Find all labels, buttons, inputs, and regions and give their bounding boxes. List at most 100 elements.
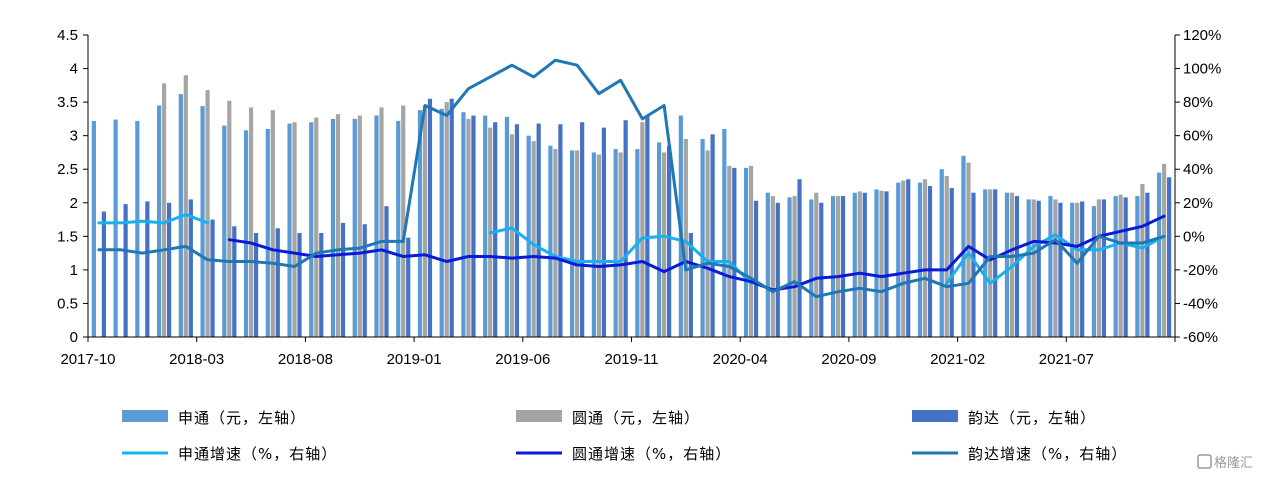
bar-s3-2018-07 <box>297 232 302 337</box>
x-tick-label: 2019-11 <box>605 351 659 368</box>
bar-s2-2018-09 <box>335 114 341 337</box>
bar-s2-2020-05 <box>770 196 775 337</box>
bar-s3-2020-11 <box>906 179 911 337</box>
line-s1-segment-3 <box>945 233 1166 285</box>
bar-s1-2019-12 <box>657 142 662 337</box>
legend-label-2: 圆通（元，左轴） <box>572 409 700 427</box>
bar-s3-2019-01 <box>427 98 433 337</box>
bar-s1-2018-07 <box>287 123 292 337</box>
bar-s3-2018-04 <box>232 226 237 337</box>
bar-s2-2021-10 <box>1140 183 1145 337</box>
bar-s2-2018-10 <box>357 115 362 337</box>
right-tick-label: 0% <box>1183 228 1205 245</box>
bar-s1-2021-09 <box>1113 196 1118 337</box>
left-tick-label: 0.5 <box>57 295 78 312</box>
bar-s3-2017-12 <box>145 201 150 337</box>
bar-s2-2019-03 <box>466 118 471 337</box>
bar-s3-2019-04 <box>493 122 498 338</box>
bar-s2-2018-12 <box>401 105 406 337</box>
bar-s2-2020-12 <box>922 179 928 337</box>
bar-s3-2020-02 <box>710 134 715 337</box>
left-tick-label: 4.5 <box>57 27 78 44</box>
bar-s3-2021-05 <box>1036 200 1041 337</box>
bar-s2-2019-09 <box>596 154 601 337</box>
bar-s3-2021-03 <box>993 189 998 337</box>
bar-s3-2018-05 <box>253 232 259 337</box>
bar-s2-2021-01 <box>944 175 949 337</box>
line-s3-segment-1 <box>97 58 1166 299</box>
bar-s1-2020-03 <box>722 128 727 337</box>
bar-s2-2021-09 <box>1118 194 1123 337</box>
bar-s3-2021-09 <box>1123 197 1128 337</box>
bar-s2-2020-11 <box>901 180 906 337</box>
bar-s3-2019-09 <box>601 127 606 337</box>
bar-s1-2019-03 <box>461 112 466 338</box>
bar-s3-2021-06 <box>1058 202 1063 337</box>
bar-s1-2021-11 <box>1157 172 1162 337</box>
line-s1-segment-2 <box>488 226 753 285</box>
bar-s1-2020-07 <box>809 199 814 337</box>
bar-s3-2018-03 <box>210 219 215 337</box>
bar-s2-2020-06 <box>792 196 797 337</box>
bar-s1-2021-05 <box>1026 199 1031 337</box>
bar-s2-2019-01 <box>422 105 428 337</box>
x-tick-label: 2021-07 <box>1039 351 1094 368</box>
bar-s1-2018-10 <box>352 118 357 337</box>
bar-s1-2020-02 <box>700 139 705 337</box>
bar-s1-2020-11 <box>896 182 901 337</box>
bar-s2-2018-11 <box>379 107 384 337</box>
right-tick-label: -20% <box>1183 262 1218 279</box>
bar-s3-2019-03 <box>471 115 476 337</box>
bar-s3-2020-08 <box>840 196 846 337</box>
bar-s1-2019-08 <box>570 150 575 337</box>
bar-s2-2018-04 <box>227 100 232 338</box>
bar-s2-2019-11 <box>640 122 645 338</box>
gelonghui-logo-icon <box>1197 454 1212 469</box>
left-tick-label: 1 <box>70 262 78 279</box>
lines-layer <box>97 58 1166 299</box>
x-tick-label: 2021-02 <box>930 351 985 368</box>
bar-s3-2018-12 <box>406 237 411 337</box>
legend-label-3: 韵达（元，左轴） <box>968 409 1096 427</box>
bar-s2-2019-10 <box>618 152 623 337</box>
bar-s1-2018-08 <box>309 122 314 338</box>
bar-s1-2019-04 <box>483 115 488 337</box>
bar-s1-2019-01 <box>417 110 423 337</box>
bar-s3-2020-04 <box>753 200 759 337</box>
bar-s1-2019-06 <box>526 135 531 337</box>
x-tick-label: 2018-08 <box>278 351 333 368</box>
right-tick-label: 120% <box>1183 27 1221 44</box>
bar-s1-2019-05 <box>504 116 510 337</box>
bar-s2-2020-04 <box>748 165 754 337</box>
bar-s2-2020-02 <box>705 150 710 337</box>
bar-s1-2021-08 <box>1091 206 1097 337</box>
bar-s3-2019-11 <box>645 115 650 337</box>
bar-s2-2021-08 <box>1096 199 1102 337</box>
left-tick-label: 2.5 <box>57 161 78 178</box>
bar-s3-2018-06 <box>275 228 280 337</box>
left-tick-label: 4 <box>70 61 78 78</box>
bar-s2-2020-09 <box>857 191 862 337</box>
legend-label-1: 申通（元，左轴） <box>178 409 306 427</box>
bar-s1-2021-10 <box>1135 196 1140 337</box>
bar-s2-2018-05 <box>248 107 254 337</box>
axes-layer <box>83 34 1180 342</box>
right-tick-label: 80% <box>1183 94 1213 111</box>
bar-s1-2020-06 <box>787 197 792 337</box>
x-tick-label: 2020-09 <box>821 351 876 368</box>
bar-s1-2021-01 <box>939 169 944 337</box>
bar-s3-2019-07 <box>558 124 563 337</box>
line-s1-segment-1 <box>97 213 210 225</box>
right-tick-label: 60% <box>1183 128 1213 145</box>
x-tick-label: 2018-03 <box>169 351 224 368</box>
bar-s1-2020-08 <box>830 196 836 337</box>
bar-s1-2021-06 <box>1048 196 1053 337</box>
bar-s1-2019-09 <box>591 152 596 337</box>
tick-labels-layer: 0 0.5 1 1.5 2 2.5 3 3.5 4 4.5 -60% -40% -20% 0% 20% 40%… <box>57 27 1221 368</box>
legend-swatch-1 <box>122 410 168 422</box>
bar-s3-2021-02 <box>971 192 976 337</box>
left-tick-label: 3.5 <box>57 94 78 111</box>
bar-s3-2020-10 <box>884 191 889 337</box>
legend-label-4: 申通增速（%，右轴） <box>178 445 337 463</box>
